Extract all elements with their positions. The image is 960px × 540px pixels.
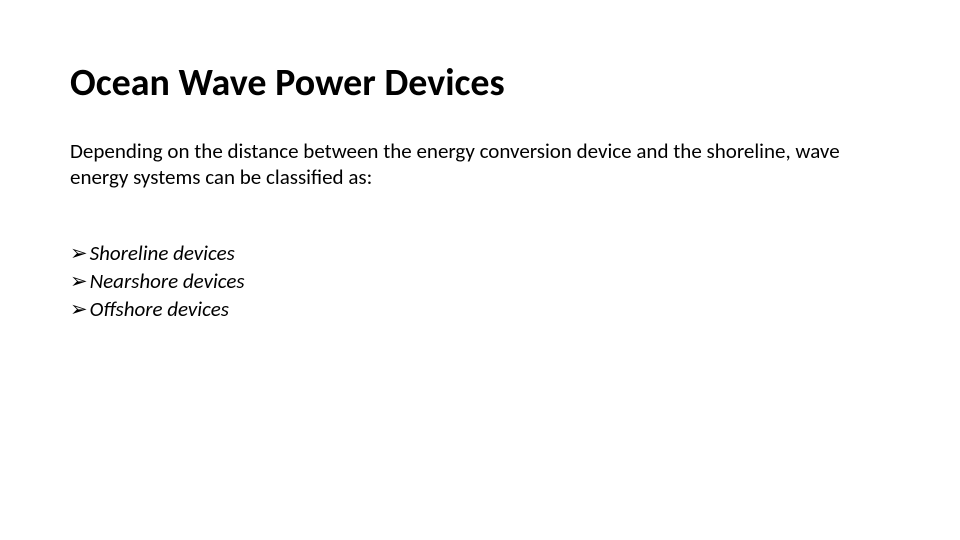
chevron-right-icon: ➢ <box>70 295 88 323</box>
chevron-right-icon: ➢ <box>70 239 88 267</box>
slide-description: Depending on the distance between the en… <box>70 138 890 191</box>
bullet-list: ➢ Shoreline devices ➢ Nearshore devices … <box>70 239 890 324</box>
bullet-text: Offshore devices <box>90 295 229 323</box>
list-item: ➢ Offshore devices <box>70 295 890 323</box>
list-item: ➢ Shoreline devices <box>70 239 890 267</box>
slide-title: Ocean Wave Power Devices <box>70 60 890 106</box>
list-item: ➢ Nearshore devices <box>70 267 890 295</box>
chevron-right-icon: ➢ <box>70 267 88 295</box>
bullet-text: Shoreline devices <box>90 239 235 267</box>
bullet-text: Nearshore devices <box>90 267 245 295</box>
